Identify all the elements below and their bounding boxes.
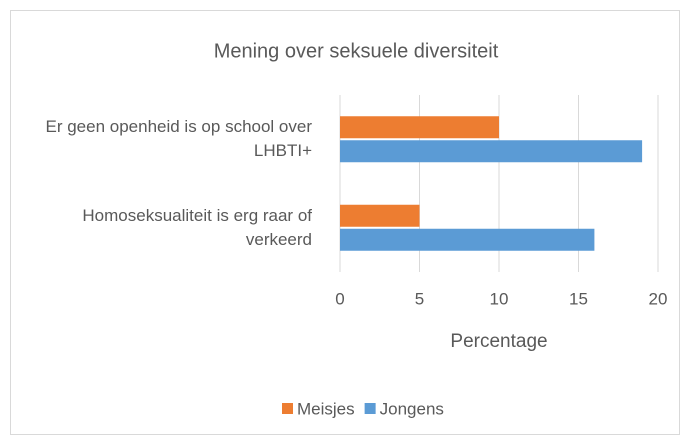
x-tick-label: 0 [335, 289, 344, 308]
y-tick-label: Homoseksualiteit is erg raar of verkeerd [82, 205, 312, 249]
x-tick-label: 20 [649, 289, 668, 308]
x-axis-title: Percentage [450, 331, 547, 352]
bar [340, 228, 595, 251]
x-tick-label: 10 [490, 289, 509, 308]
bar [340, 116, 499, 139]
bar [340, 140, 643, 163]
bar [340, 204, 420, 227]
legend-label: Meisjes [297, 399, 355, 418]
legend-swatch [364, 403, 376, 414]
x-tick-label: 5 [415, 289, 424, 308]
x-tick-label: 15 [569, 289, 588, 308]
chart-title: Mening over seksuele diversiteit [214, 40, 499, 62]
legend-label: Jongens [380, 399, 444, 418]
y-tick-label: Er geen openheid is op school over LHBTI… [45, 117, 312, 161]
legend-swatch [282, 403, 293, 414]
